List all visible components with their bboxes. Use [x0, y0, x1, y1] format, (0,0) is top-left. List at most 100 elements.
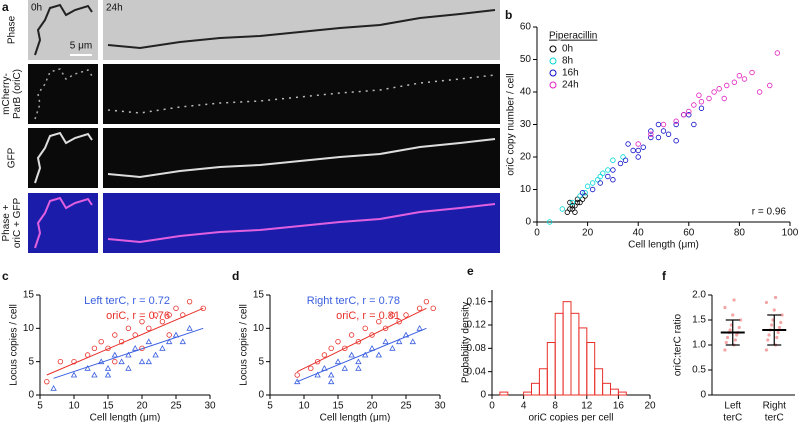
point [640, 144, 646, 150]
point [71, 358, 77, 365]
point [706, 95, 712, 102]
x-tick-label: 8 [552, 401, 558, 412]
point [321, 352, 328, 358]
cell [34, 196, 93, 249]
point [328, 345, 334, 352]
legend-label: Right terC, r = 0.78 [307, 295, 400, 307]
point [696, 92, 702, 98]
x-tick-label: 0 [534, 228, 540, 239]
x-axis-label: Cell length (μm) [90, 413, 161, 422]
x-tick-label: Left [724, 401, 741, 412]
x-axis-label: Cell length (μm) [320, 413, 391, 422]
bar [538, 368, 548, 396]
point [579, 196, 586, 202]
point [764, 300, 769, 305]
point [766, 338, 770, 342]
point [605, 167, 611, 173]
point [724, 340, 728, 345]
point [738, 318, 743, 322]
point [98, 338, 104, 345]
point [735, 333, 739, 337]
x-tick-label: 0 [489, 401, 495, 412]
point [166, 312, 172, 318]
point [648, 128, 654, 134]
point [145, 338, 152, 345]
bar [554, 312, 564, 396]
image [103, 64, 500, 124]
point [91, 345, 98, 352]
y-tick-label: 0 [525, 217, 531, 228]
point [104, 365, 112, 371]
y-tick-label: 40 [520, 87, 532, 98]
point [736, 73, 743, 79]
point [57, 358, 64, 365]
image [103, 0, 500, 60]
point [724, 82, 730, 89]
point [200, 305, 206, 312]
point [731, 313, 735, 317]
point [630, 147, 636, 154]
point [610, 167, 616, 173]
point [132, 345, 139, 351]
bar [586, 342, 596, 396]
x-tick-label: 10 [298, 401, 310, 412]
point [138, 358, 146, 365]
y-tick-label: 60 [520, 22, 532, 33]
point [600, 170, 606, 176]
point [772, 308, 776, 312]
panel-letter: e [467, 264, 474, 278]
point [567, 199, 573, 206]
point [112, 332, 118, 338]
point [655, 121, 662, 128]
point [396, 318, 402, 325]
row-label: Phase + [1, 204, 12, 241]
point [409, 338, 416, 345]
point [733, 338, 737, 342]
point [731, 79, 738, 85]
cell [107, 9, 496, 50]
x-tick-label: 5 [37, 401, 43, 412]
point [125, 365, 132, 371]
cell [34, 3, 93, 56]
bar [499, 391, 509, 396]
point [625, 141, 631, 147]
scale-label: 5 μm [70, 41, 92, 52]
y-tick-label: 30 [520, 119, 532, 130]
x-tick-label: 25 [170, 401, 182, 412]
point [430, 305, 436, 312]
point [376, 318, 382, 325]
legend-marker [549, 81, 557, 89]
x-tick-label: Right [763, 401, 787, 412]
point [691, 121, 697, 128]
point [70, 371, 78, 378]
point [577, 193, 583, 199]
point [559, 206, 565, 212]
point [308, 365, 314, 372]
point [423, 298, 430, 305]
y-tick-label: 2.0 [692, 290, 706, 301]
legend-marker [549, 57, 557, 65]
y-tick-label: 0 [28, 390, 34, 401]
y-axis-label: Locus copies / cell [239, 304, 250, 386]
point [166, 332, 172, 338]
point [620, 154, 626, 160]
x-tick-label: terC [765, 413, 784, 422]
point [681, 112, 687, 118]
point [186, 325, 193, 331]
point [125, 351, 132, 358]
point [673, 138, 679, 144]
legend-label: oriC, r = 0.81 [336, 310, 400, 322]
x-tick-label: 10 [68, 401, 80, 412]
row-label: mCherry- [1, 73, 12, 115]
point [382, 338, 389, 345]
time-label: 24h [106, 3, 123, 14]
y-tick-label: 0.5 [692, 365, 706, 376]
point [777, 325, 782, 330]
point [648, 131, 654, 137]
point [597, 180, 603, 186]
bar [610, 388, 619, 396]
point [749, 69, 755, 76]
point [294, 372, 300, 378]
y-tick-label: 10 [520, 184, 532, 195]
y-tick-label: 20 [520, 152, 532, 163]
